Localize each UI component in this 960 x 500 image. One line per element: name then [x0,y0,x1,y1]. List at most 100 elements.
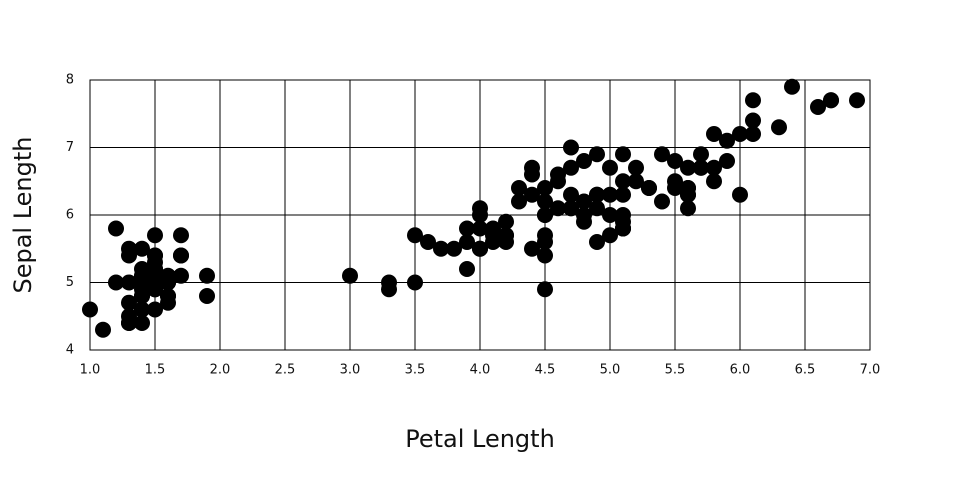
x-tick-label: 5.5 [665,363,686,378]
point [147,267,163,284]
point [121,274,137,291]
point [602,207,618,223]
point [511,180,527,196]
x-tick-label: 7.0 [860,363,881,378]
point [134,315,150,331]
point [745,112,761,129]
point [667,153,683,169]
point [615,146,631,163]
point [563,159,579,176]
point [641,180,657,196]
point [121,315,137,331]
point [654,193,670,210]
point [628,173,644,190]
point [407,274,423,291]
point [134,301,150,318]
point [745,126,761,142]
point [589,200,605,217]
point [524,166,540,183]
point [537,180,553,196]
point [550,166,566,183]
point [537,193,553,210]
point [654,146,670,163]
point [576,207,592,223]
point [459,261,475,277]
point [472,220,488,237]
point [420,234,436,250]
point [719,132,735,149]
point [667,180,683,196]
point [615,186,631,203]
point [706,159,722,176]
point [459,220,475,237]
point [134,288,150,304]
point [680,186,696,203]
x-tick-label: 1.0 [80,363,101,378]
x-tick-label: 4.0 [470,363,491,378]
point [108,274,124,291]
point [602,227,618,244]
y-tick-label: 4 [66,343,74,358]
point [589,146,605,163]
point [134,274,150,291]
point [472,240,488,257]
point [849,92,865,109]
point [680,200,696,217]
point [342,267,358,284]
point [706,173,722,190]
point [433,240,449,257]
point [680,159,696,176]
x-tick-label: 2.5 [275,363,296,378]
point [589,234,605,250]
point [173,227,189,244]
point [706,126,722,142]
point [524,240,540,257]
point [160,267,176,284]
point [732,186,748,203]
point [199,267,215,284]
point [602,159,618,176]
point [108,220,124,237]
point [576,193,592,210]
point [498,213,514,230]
x-tick-label: 1.5 [145,363,166,378]
y-tick-label: 6 [66,208,74,223]
point [615,213,631,230]
y-tick-label: 5 [66,275,74,290]
point [693,159,709,176]
point [823,92,839,109]
point [134,261,150,277]
x-tick-label: 6.0 [730,363,751,378]
point [576,153,592,169]
point [407,227,423,244]
y-axis-title: Sepal Length [9,136,37,293]
point [82,301,98,318]
point [524,186,540,203]
x-tick-label: 6.5 [795,363,816,378]
point [550,200,566,217]
point [628,159,644,176]
point [199,288,215,304]
point [147,301,163,318]
point [732,126,748,142]
point [693,146,709,163]
point [134,240,150,257]
y-tick-label: 8 [66,73,74,88]
point [121,294,137,311]
point [537,281,553,298]
point [537,247,553,264]
x-tick-label: 4.5 [535,363,556,378]
point [472,200,488,217]
point [537,207,553,223]
point [95,321,111,338]
point [589,186,605,203]
x-tick-label: 5.0 [600,363,621,378]
x-tick-label: 2.0 [210,363,231,378]
x-tick-label: 3.5 [405,363,426,378]
x-tick-label: 3.0 [340,363,361,378]
point [173,267,189,284]
point [147,281,163,298]
point [147,254,163,271]
point [615,173,631,190]
